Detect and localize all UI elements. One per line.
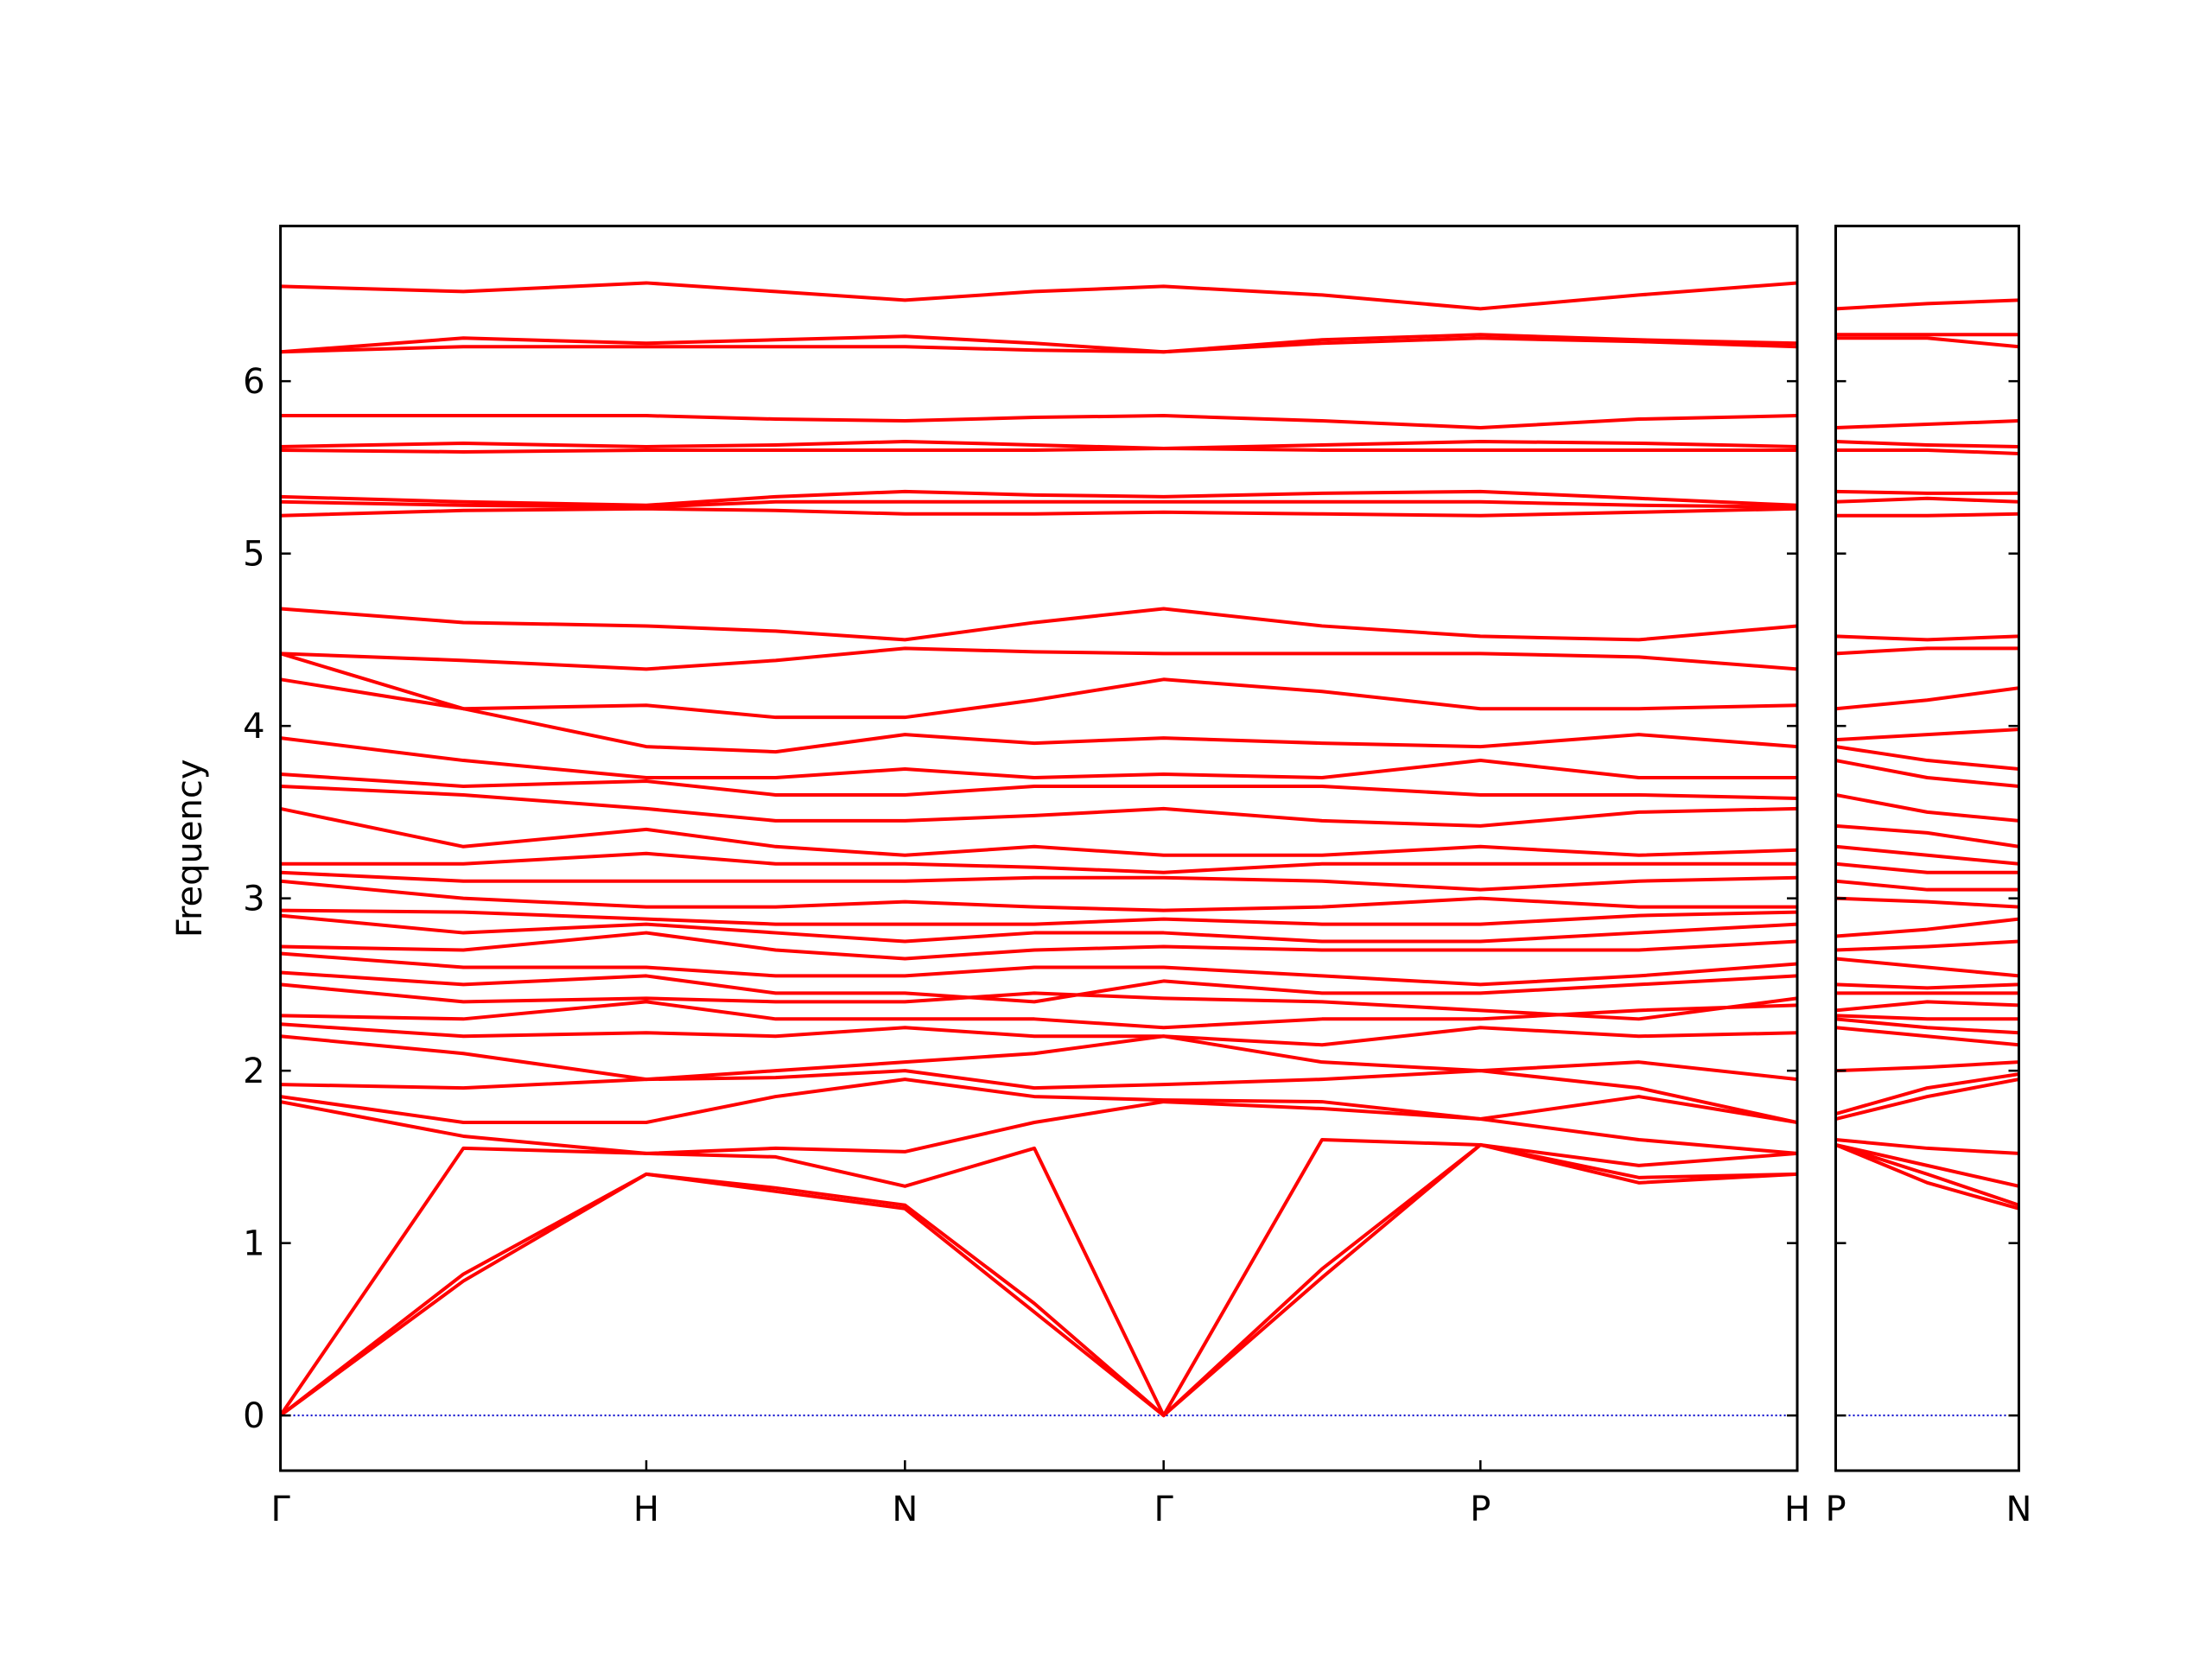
- band-line: [280, 281, 1798, 311]
- band-line: [280, 931, 1798, 961]
- band-line: [280, 951, 1798, 987]
- band-line: [1835, 1026, 2019, 1047]
- band-line: [280, 1069, 1798, 1124]
- band-line: [1835, 1077, 2019, 1121]
- band-line: [280, 772, 1798, 800]
- band-line: [1835, 792, 2019, 823]
- band-line: [280, 652, 1798, 720]
- plot-area: [280, 281, 1798, 1418]
- band-line: [280, 333, 1798, 354]
- axes-frame: [279, 225, 1799, 1472]
- band-line: [1835, 861, 2019, 874]
- band-line: [1835, 1143, 2019, 1211]
- x-tick-label: H: [1784, 1490, 1810, 1529]
- band-line: [280, 646, 1798, 671]
- y-axis-label: Frequency: [170, 759, 210, 938]
- x-tick-label: N: [2006, 1490, 2032, 1529]
- band-line: [1835, 917, 2019, 938]
- band-line: [1835, 646, 2019, 656]
- band-line: [1835, 982, 2019, 990]
- axes-frame: [1834, 225, 2020, 1472]
- band-line: [280, 913, 1798, 944]
- band-line: [280, 806, 1798, 857]
- band-line: [1835, 336, 2019, 349]
- band-line: [1835, 759, 2019, 788]
- band-line: [280, 1022, 1798, 1047]
- y-tick-label: 1: [243, 1224, 264, 1264]
- band-line: [1835, 439, 2019, 448]
- band-line: [280, 982, 1798, 1021]
- band-line: [280, 908, 1798, 926]
- band-line: [1835, 1143, 2019, 1207]
- band-line: [280, 446, 1797, 454]
- band-line: [1835, 1014, 2019, 1021]
- band-line: [1835, 1017, 2019, 1035]
- band-line: [280, 1077, 1798, 1125]
- band-line: [280, 1100, 1798, 1155]
- x-tick-label: Γ: [270, 1490, 290, 1529]
- band-line: [280, 414, 1798, 430]
- band-line: [1835, 745, 2019, 772]
- band-line: [1835, 1142, 2019, 1188]
- plot-area: [1835, 298, 2019, 1211]
- x-tick-label: N: [892, 1490, 918, 1529]
- y-tick-label: 6: [243, 362, 264, 402]
- band-line: [280, 499, 1798, 509]
- band-line: [1835, 489, 2019, 495]
- bands: [1835, 298, 2019, 1211]
- band-line: [280, 1142, 1798, 1418]
- bands: [280, 281, 1798, 1418]
- band-line: [1835, 1060, 2019, 1073]
- band-line: [1835, 448, 2019, 455]
- x-tick-label: P: [1470, 1490, 1491, 1529]
- x-tick-label: H: [633, 1490, 659, 1529]
- band-line: [1835, 419, 2019, 430]
- band-line: [1835, 896, 2019, 909]
- band-line: [280, 336, 1798, 354]
- band-line: [1835, 634, 2019, 642]
- band-line: [1835, 823, 2019, 849]
- band-line: [280, 784, 1798, 828]
- band-line: [1835, 728, 2019, 742]
- band-line: [1835, 1000, 2019, 1013]
- band-line: [280, 879, 1797, 912]
- y-tick-label: 5: [243, 535, 264, 575]
- band-line: [280, 1034, 1798, 1082]
- band-line: [280, 851, 1797, 874]
- y-tick-label: 2: [243, 1052, 264, 1091]
- y-tick-label: 4: [243, 707, 264, 747]
- band-line: [1835, 957, 2019, 978]
- x-tick-label: Γ: [1154, 1490, 1174, 1529]
- band-line: [1835, 512, 2019, 518]
- band-line: [1835, 1137, 2019, 1155]
- band-line: [280, 1142, 1798, 1418]
- band-line: [1835, 298, 2019, 311]
- band-line: [1835, 879, 2019, 892]
- band-line: [1835, 1072, 2019, 1116]
- band-line: [280, 607, 1798, 642]
- y-tick-label: 0: [243, 1396, 264, 1436]
- band-line: [280, 506, 1798, 518]
- band-line: [1835, 844, 2019, 866]
- y-tick-label: 3: [243, 880, 264, 919]
- band-line: [280, 870, 1798, 892]
- band-line: [280, 1000, 1798, 1030]
- band-line: [1835, 496, 2019, 504]
- band-line: [280, 1137, 1798, 1418]
- band-line: [1835, 939, 2019, 952]
- band-line: [280, 970, 1798, 1004]
- band-line: [1835, 686, 2019, 711]
- band-line: [280, 736, 1797, 779]
- band-line: [280, 677, 1798, 754]
- band-line: [280, 489, 1798, 507]
- x-tick-label: P: [1825, 1490, 1846, 1529]
- band-line: [280, 439, 1798, 450]
